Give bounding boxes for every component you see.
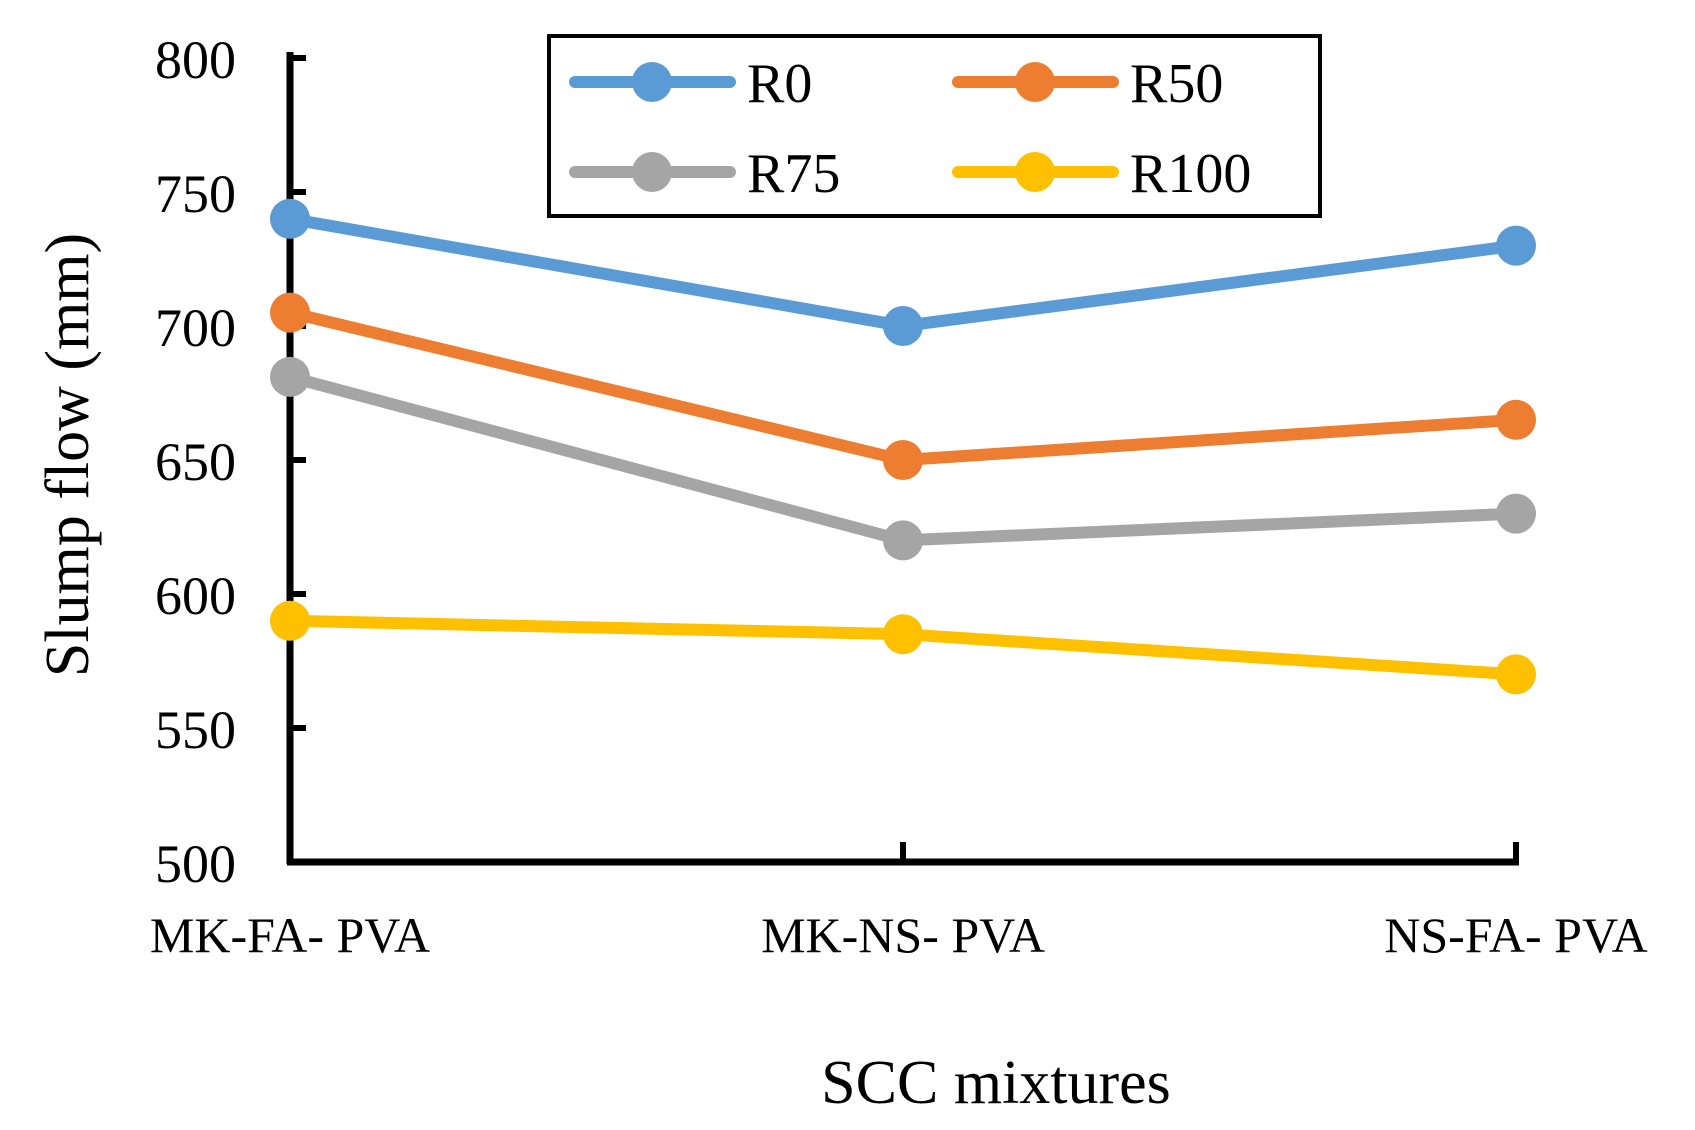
y-tick-label: 650: [155, 432, 236, 492]
data-point-r0: [1496, 225, 1536, 266]
legend-box: [547, 34, 1322, 218]
legend-swatch-marker: [1015, 152, 1055, 192]
y-tick-label: 500: [155, 834, 236, 894]
data-point-r0: [270, 198, 310, 239]
x-axis-title: SCC mixtures: [821, 1049, 1171, 1117]
data-point-r100: [270, 600, 310, 641]
x-category-label: MK-FA- PVA: [150, 907, 430, 963]
legend: R0 R50 R75 R100: [547, 34, 1322, 218]
legend-label: R0: [747, 53, 812, 115]
y-tick-label: 750: [155, 164, 236, 224]
series-lines: [270, 198, 1536, 695]
y-tick-label: 600: [155, 566, 236, 626]
legend-swatch-marker: [632, 62, 672, 102]
data-point-r50: [883, 440, 923, 480]
legend-items: R0 R50 R75 R100: [569, 53, 1251, 205]
x-category-label: NS-FA- PVA: [1384, 907, 1648, 963]
data-point-r0: [883, 306, 923, 346]
data-point-r75: [883, 520, 923, 561]
y-tick-label: 700: [155, 298, 236, 358]
data-point-r100: [1496, 654, 1536, 695]
x-category-label: MK-NS- PVA: [761, 907, 1045, 963]
data-point-r75: [270, 356, 310, 397]
data-point-r100: [883, 614, 923, 655]
y-ticks: 500 550 600 650 700 750 800: [155, 30, 306, 894]
legend-label: R100: [1130, 143, 1251, 205]
data-point-r50: [270, 292, 310, 333]
axes: 500 550 600 650 700 750 800 MK-FA- PVA MK-NS- P…: [150, 30, 1648, 963]
legend-label: R75: [747, 143, 840, 205]
y-tick-label: 550: [155, 700, 236, 760]
y-tick-label: 800: [155, 30, 236, 90]
y-axis-title: Slump flow (mm): [34, 233, 102, 677]
legend-label: R50: [1130, 53, 1223, 115]
data-point-r75: [1496, 493, 1536, 534]
legend-swatch-marker: [1015, 62, 1055, 102]
x-ticks: MK-FA- PVA MK-NS- PVA NS-FA- PVA: [150, 842, 1648, 963]
legend-swatch-marker: [632, 152, 672, 192]
data-point-r50: [1496, 399, 1536, 440]
